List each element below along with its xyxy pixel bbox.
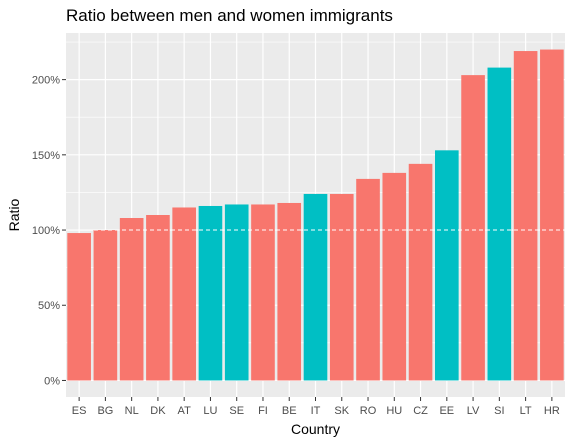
bar-lv [461,75,485,380]
y-tick-label: 100% [32,225,60,237]
bar-it [304,194,328,381]
x-tick-label: BE [282,405,297,417]
y-tick-label: 200% [32,75,60,87]
y-tick-label: 50% [38,300,60,312]
bar-hr [540,50,564,381]
x-tick-label: AT [178,405,192,417]
bar-hu [382,173,406,381]
bar-ee [435,150,459,380]
bar-es [67,233,91,380]
x-axis-title: Country [291,421,340,437]
x-tick-label: NL [125,405,139,417]
bar-bg [94,230,118,380]
x-tick-label: IT [311,405,321,417]
x-tick-label: CZ [413,405,428,417]
y-tick-label: 150% [32,150,60,162]
x-tick-label: DK [150,405,166,417]
bar-lt [514,51,538,380]
bar-sk [330,194,354,381]
x-tick-label: LU [203,405,217,417]
bar-lu [199,206,223,380]
bar-fi [251,204,275,380]
x-tick-label: HR [544,405,560,417]
bar-dk [146,215,170,380]
x-tick-label: SE [229,405,244,417]
bar-nl [120,218,144,380]
y-tick-label: 0% [44,375,60,387]
bar-se [225,204,249,380]
x-tick-label: LV [467,405,480,417]
x-tick-label: RO [360,405,377,417]
bar-si [488,68,512,381]
y-axis-title: Ratio [6,198,22,231]
x-tick-label: LT [520,405,532,417]
x-tick-label: HU [386,405,402,417]
bar-ro [356,179,380,381]
x-tick-label: EE [439,405,454,417]
x-tick-label: SI [494,405,504,417]
x-tick-label: SK [334,405,349,417]
bar-at [172,207,196,380]
x-tick-label: FI [258,405,268,417]
bar-cz [409,164,433,381]
x-tick-label: BG [97,405,113,417]
x-tick-label: ES [72,405,87,417]
